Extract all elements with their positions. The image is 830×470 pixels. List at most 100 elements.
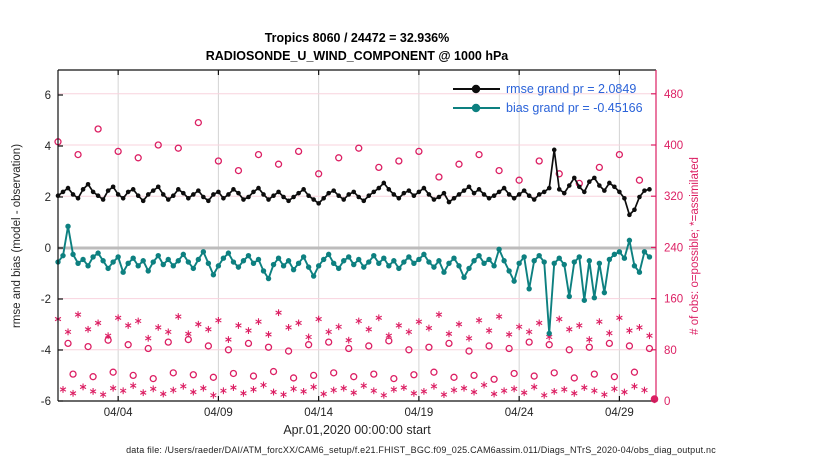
possible-obs-marker bbox=[370, 370, 378, 378]
bias-legend-swatch bbox=[453, 103, 500, 112]
bias-series-marker bbox=[120, 269, 126, 275]
possible-obs-marker bbox=[565, 346, 573, 354]
y-right-tick-label: 160 bbox=[664, 294, 683, 306]
rmse-series-marker bbox=[471, 190, 477, 196]
y-axis-left-label: rmse and bias (model - observation) bbox=[11, 143, 23, 329]
bias-series-marker bbox=[346, 254, 352, 260]
rmse-series-marker bbox=[426, 192, 432, 197]
bias-series-marker bbox=[601, 289, 608, 296]
bias-series-marker bbox=[200, 249, 207, 255]
bias-series-marker bbox=[356, 256, 362, 263]
possible-obs-marker bbox=[535, 157, 543, 165]
possible-12z-scatter bbox=[64, 335, 654, 355]
rmse-series-marker bbox=[366, 193, 372, 199]
bias-series-marker bbox=[416, 256, 422, 263]
possible-obs-marker bbox=[630, 368, 639, 376]
rmse-series-marker bbox=[110, 184, 116, 190]
possible-obs-marker bbox=[410, 371, 418, 379]
axes: 04/04 04/09 04/14 04/19 04/24 04/29 -6 -4 -2 0 2 4 6… bbox=[41, 69, 683, 419]
rmse-series-marker bbox=[541, 189, 547, 195]
bias-series-marker bbox=[506, 268, 512, 274]
rmse-series-marker bbox=[326, 190, 331, 196]
rmse-series-marker bbox=[351, 189, 357, 195]
bias-series-marker bbox=[391, 258, 397, 264]
rmse-series-marker bbox=[80, 187, 86, 192]
possible-obs-marker bbox=[335, 154, 343, 162]
possible-obs-marker bbox=[249, 372, 258, 380]
legend-row-bias: bias grand pr = -0.45166 bbox=[452, 98, 643, 117]
rmse-series-marker bbox=[436, 194, 442, 200]
bias-series-marker bbox=[155, 252, 161, 259]
rmse-series-marker bbox=[481, 192, 487, 197]
bias-series-marker bbox=[361, 264, 367, 270]
bias-series-marker bbox=[531, 258, 537, 264]
possible-obs-marker bbox=[134, 154, 142, 162]
possible-obs-marker bbox=[585, 343, 593, 351]
rmse-series-marker bbox=[196, 188, 201, 193]
rmse-series-marker bbox=[386, 187, 392, 192]
rmse-series-marker bbox=[632, 207, 637, 213]
bias-series-marker bbox=[235, 264, 242, 270]
possible-obs-marker bbox=[264, 343, 273, 351]
bias-series-marker bbox=[446, 260, 452, 266]
plot-title-observation-type: RADIOSONDE_U_WIND_COMPONENT @ 1000 hPa bbox=[205, 49, 509, 63]
possible-obs-marker bbox=[605, 339, 614, 348]
rmse-series-marker bbox=[617, 189, 622, 195]
bias-series-marker bbox=[476, 252, 482, 259]
bias-series-marker bbox=[546, 330, 552, 337]
bias-series-marker bbox=[90, 254, 96, 260]
rmse-series-marker bbox=[416, 189, 422, 195]
bias-series-marker bbox=[280, 263, 287, 269]
possible-obs-marker bbox=[164, 338, 172, 346]
rmse-series-marker bbox=[120, 195, 126, 201]
bias-series-marker bbox=[185, 259, 192, 265]
possible-obs-marker bbox=[174, 144, 182, 152]
possible-obs-marker bbox=[209, 373, 218, 381]
rmse-series-marker bbox=[321, 195, 326, 201]
bias-series-marker bbox=[205, 260, 212, 266]
bias-series-marker bbox=[596, 260, 603, 266]
possible-obs-marker bbox=[445, 339, 453, 348]
bias-series-marker bbox=[471, 258, 477, 264]
rmse-series-marker bbox=[236, 190, 241, 196]
possible-obs-marker bbox=[470, 371, 478, 380]
possible-obs-marker bbox=[525, 338, 533, 346]
possible-obs-marker bbox=[495, 166, 503, 175]
possible-obs-marker bbox=[214, 157, 223, 165]
rmse-series-marker bbox=[546, 185, 552, 191]
bias-series-marker bbox=[215, 263, 222, 269]
bias-series-marker bbox=[576, 254, 582, 260]
bias-series-marker bbox=[265, 275, 272, 282]
y-right-tick-label: 320 bbox=[664, 191, 683, 203]
bias-series-marker bbox=[225, 250, 232, 256]
bias-series-marker bbox=[70, 251, 76, 258]
rmse-series-marker bbox=[536, 192, 542, 197]
rmse-series-marker bbox=[135, 193, 141, 199]
possible-obs-marker bbox=[84, 342, 92, 351]
bias-series-marker bbox=[566, 293, 572, 300]
possible-obs-marker bbox=[64, 339, 72, 348]
possible-obs-marker bbox=[274, 160, 283, 168]
bias-series-marker bbox=[396, 265, 402, 272]
possible-obs-marker bbox=[625, 342, 634, 350]
bias-series-marker bbox=[310, 273, 317, 279]
bias-series-marker bbox=[95, 250, 101, 256]
bias-series-marker bbox=[230, 259, 237, 265]
rmse-series-marker bbox=[140, 198, 146, 204]
bias-series-marker bbox=[245, 252, 252, 259]
bias-series-marker bbox=[300, 254, 307, 260]
possible-obs-marker bbox=[435, 173, 443, 181]
possible-obs-marker bbox=[590, 370, 598, 378]
rmse-series-marker bbox=[456, 192, 462, 197]
possible-obs-marker bbox=[284, 347, 293, 355]
rmse-series bbox=[55, 147, 652, 218]
possible-obs-marker bbox=[615, 150, 624, 159]
y-right-tick-label: 480 bbox=[664, 89, 683, 101]
rmse-series-marker bbox=[241, 197, 246, 202]
rmse-series-marker bbox=[582, 189, 587, 195]
rmse-series-marker bbox=[226, 192, 231, 197]
rmse-series-marker bbox=[90, 189, 96, 195]
bias-series-marker bbox=[175, 258, 181, 264]
possible-off-hours-scatter bbox=[69, 367, 639, 383]
rmse-series-marker bbox=[511, 195, 517, 201]
